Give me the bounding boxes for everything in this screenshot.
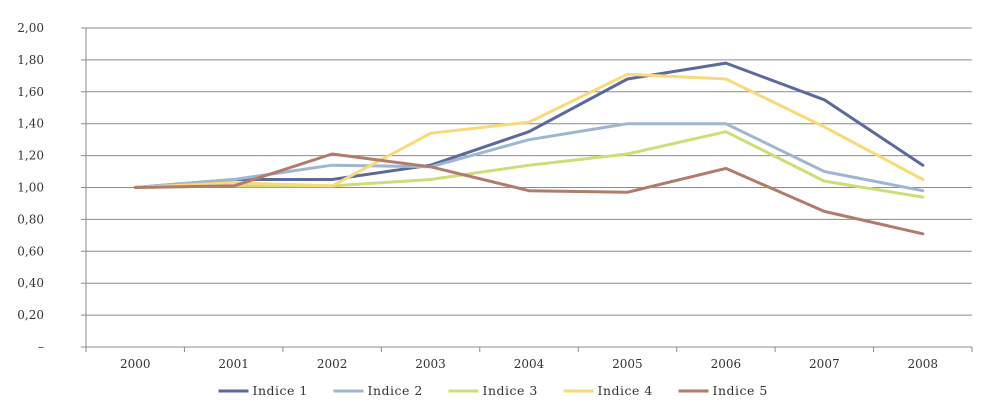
y-tick-label: 0,40 xyxy=(17,276,44,290)
y-tick-label: 1,60 xyxy=(17,85,44,99)
x-tick-label: 2001 xyxy=(218,357,249,371)
y-tick-label: 1,80 xyxy=(17,53,44,67)
y-tick-label: 1,00 xyxy=(17,181,44,195)
series-line-indice-5 xyxy=(133,152,925,236)
x-tick-label: 2006 xyxy=(711,357,742,371)
series-line-indice-4 xyxy=(133,72,925,189)
legend-label: Indice 4 xyxy=(598,383,653,398)
y-tick-label: 0,60 xyxy=(17,244,44,258)
x-tick-label: 2008 xyxy=(908,357,939,371)
grid-lines xyxy=(86,27,972,316)
legend-label: Indice 1 xyxy=(253,383,308,398)
x-tick-label: 2002 xyxy=(317,357,348,371)
x-tick-label: 2007 xyxy=(809,357,840,371)
series-line-indice-3 xyxy=(133,130,925,199)
x-tick-label: 2003 xyxy=(415,357,446,371)
y-tick-label: 1,20 xyxy=(17,149,44,163)
legend-label: Indice 3 xyxy=(483,383,538,398)
x-tick-label: 2004 xyxy=(514,357,545,371)
legend-label: Indice 5 xyxy=(713,383,768,398)
x-tick-label: 2005 xyxy=(612,357,643,371)
axes: – 0,20 0,40 0,60 0,80 1,00 1,20 1,40 1,60 1,80 2,0… xyxy=(17,21,973,371)
series-line-indice-1 xyxy=(133,61,925,189)
y-tick-label: 2,00 xyxy=(17,21,44,35)
y-tick-label: – xyxy=(38,340,44,354)
y-tick-label: 0,80 xyxy=(17,212,44,226)
y-tick-label: 1,40 xyxy=(17,117,44,131)
series-lines xyxy=(133,61,925,236)
x-tick-label: 2000 xyxy=(120,357,151,371)
y-tick-label: 0,20 xyxy=(17,308,44,322)
legend-label: Indice 2 xyxy=(368,383,423,398)
legend: Indice 1 Indice 2 Indice 3 Indice 4 Indice 5 xyxy=(218,383,768,398)
